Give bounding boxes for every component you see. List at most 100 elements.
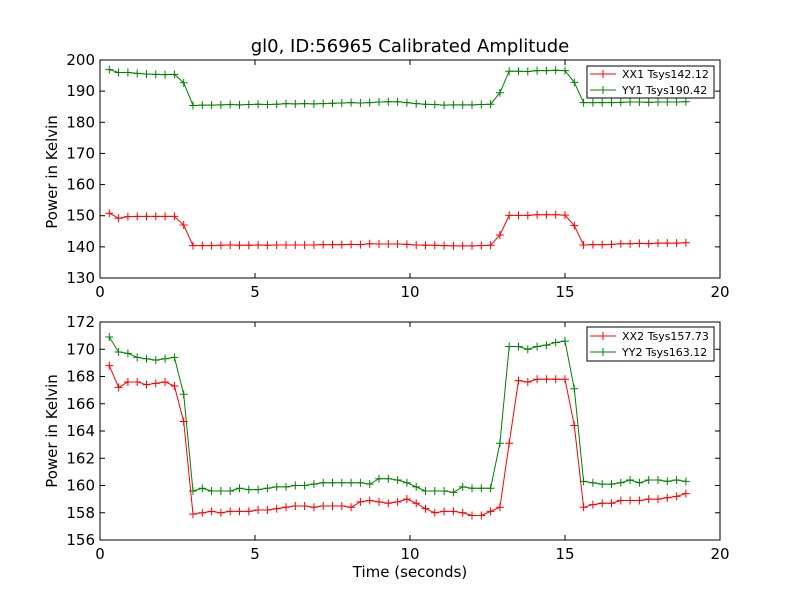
top-series-0-point — [282, 240, 290, 249]
bottom-series-1-point — [477, 484, 486, 493]
top-series-1-point — [198, 101, 207, 110]
top-series-0-point — [198, 241, 207, 250]
bottom-series-1-point — [626, 476, 635, 485]
top-series-1-point — [440, 101, 449, 110]
bottom-x-tick-label: 0 — [95, 545, 105, 563]
bottom-series-0-point — [114, 383, 123, 392]
bottom-ticks-layer: 0 5 10 15 20 156 158 160 162 164 166 168 170 172 — [66, 313, 729, 563]
bottom-series-1-point — [505, 342, 514, 351]
top-series-1-point — [561, 66, 569, 75]
top-series-1-point — [207, 101, 216, 110]
bottom-series-1-point — [672, 476, 681, 485]
top-series-1-point — [272, 100, 281, 109]
bottom-y-tick-label: 172 — [66, 313, 95, 331]
top-series-0-point — [161, 212, 170, 221]
bottom-series-1-point — [607, 480, 616, 489]
bottom-series-1-point — [207, 486, 216, 495]
bottom-plot: Power in Kelvin Time (seconds) 0 5 10 15 20 1… — [43, 313, 730, 581]
bottom-series-1-point — [300, 481, 309, 490]
bottom-legend-label-xx2: XX2 Tsys157.73 — [622, 330, 709, 343]
top-legend: XX1 Tsys142.12 YY1 Tsys190.42 — [586, 65, 715, 99]
top-series-1-point — [170, 70, 179, 79]
bottom-series-0-point — [161, 377, 170, 386]
top-series-0-point — [365, 239, 374, 248]
bottom-series-1-point — [226, 486, 235, 495]
top-series-0-point — [579, 240, 588, 249]
bottom-series-0-point — [402, 495, 411, 504]
top-series-layer — [105, 65, 690, 250]
top-series-0-point — [561, 211, 569, 220]
top-series-1-point — [486, 100, 495, 109]
top-series-1-point — [356, 98, 365, 107]
bottom-series-0-point — [282, 503, 290, 512]
bottom-series-1-point — [533, 342, 542, 351]
bottom-series-0-point — [375, 497, 383, 506]
top-series-1-point — [282, 99, 290, 108]
bottom-series-1-point — [579, 477, 588, 486]
top-series-1-point — [533, 66, 542, 75]
bottom-series-1-point — [598, 480, 607, 489]
top-y-axis-label: Power in Kelvin — [43, 115, 61, 229]
bottom-series-0-point — [244, 507, 253, 516]
top-series-1-point — [505, 67, 514, 76]
bottom-series-0-point — [542, 375, 551, 384]
top-series-0-point — [170, 212, 179, 221]
bottom-series-0-point — [551, 375, 560, 384]
bottom-plot-frame — [99, 321, 721, 541]
bottom-series-0-point — [189, 510, 197, 519]
top-series-1-point — [579, 98, 588, 107]
top-series-0-point — [477, 241, 486, 250]
top-series-1-point — [523, 67, 532, 76]
bottom-series-1-point — [216, 486, 225, 495]
top-y-tick-label: 150 — [66, 207, 95, 225]
top-plot: gl0, ID:56965 Calibrated Amplitude Power… — [43, 36, 730, 301]
top-series-0-point — [291, 240, 300, 249]
bottom-series-0-point — [365, 496, 374, 505]
bottom-series-0-point — [616, 496, 625, 505]
top-ticks-layer: 0 5 10 15 20 130 140 150 160 170 180 190 200 — [66, 51, 729, 301]
top-y-tick-label: 130 — [66, 269, 95, 287]
bottom-series-1-point — [393, 476, 402, 485]
top-series-1-point — [681, 97, 690, 106]
bottom-series-0-point — [254, 506, 263, 515]
top-series-1-point — [133, 69, 142, 78]
top-series-1-point — [328, 99, 337, 108]
bottom-series-0-point — [356, 497, 365, 506]
bottom-y-tick-label: 162 — [66, 449, 95, 467]
bottom-series-0-point — [384, 499, 393, 508]
bottom-series-0-point — [672, 492, 681, 501]
bottom-x-tick-label: 20 — [710, 545, 729, 563]
bottom-series-0-point — [681, 489, 690, 498]
top-series-0-point — [430, 241, 439, 250]
top-y-tick-label: 200 — [66, 51, 95, 69]
top-series-1-point — [337, 98, 346, 107]
top-legend-label-yy1: YY1 Tsys190.42 — [621, 84, 707, 97]
bottom-series-0-point — [468, 511, 476, 520]
bottom-legend-label-yy2: YY2 Tsys163.12 — [621, 346, 707, 359]
top-series-0-point — [123, 212, 132, 221]
bottom-series-1-point — [644, 476, 653, 485]
bottom-series-0-point — [486, 507, 495, 516]
top-y-tick-label: 160 — [66, 176, 95, 194]
bottom-series-1-point — [402, 478, 411, 487]
top-series-0-point — [663, 239, 672, 248]
bottom-x-tick-label: 10 — [400, 545, 419, 563]
top-series-0-point — [375, 240, 383, 249]
top-y-tick-label: 140 — [66, 238, 95, 256]
bottom-series-0-point — [626, 496, 635, 505]
bottom-series-1-point — [486, 484, 495, 493]
bottom-series-1-point — [384, 474, 393, 483]
top-series-1-point — [477, 100, 486, 109]
top-series-1-point — [402, 98, 411, 107]
bottom-series-1-point — [430, 486, 439, 495]
top-x-tick-label: 15 — [555, 283, 574, 301]
top-series-0-point — [421, 241, 430, 250]
bottom-series-1-point — [551, 338, 560, 347]
top-series-0-point — [412, 240, 421, 249]
top-series-1-point — [235, 100, 244, 109]
top-x-tick-label: 20 — [710, 283, 729, 301]
top-series-0-point — [105, 209, 114, 218]
top-series-1-point — [588, 98, 597, 107]
bottom-series-1-point — [449, 488, 458, 497]
chart-title: gl0, ID:56965 Calibrated Amplitude — [251, 36, 570, 57]
